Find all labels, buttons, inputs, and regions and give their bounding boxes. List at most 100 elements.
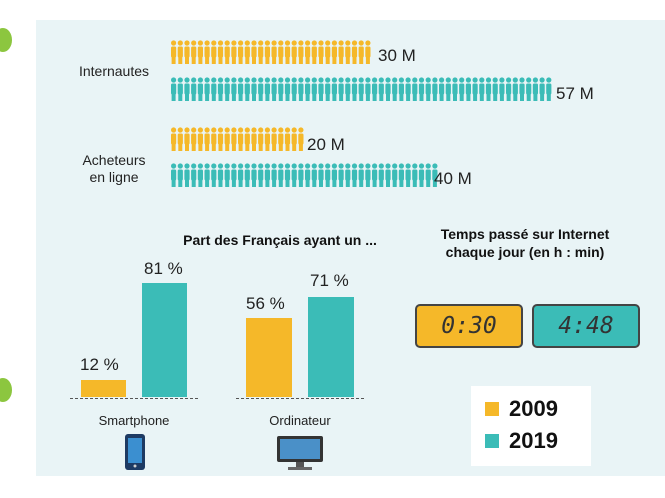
person-icon-2019 (479, 77, 485, 101)
label-line: Acheteurs (82, 152, 146, 168)
person-icon-2009 (258, 127, 264, 151)
person-icon-2009 (197, 127, 203, 151)
person-icon-2019 (398, 163, 404, 187)
person-icon-2009 (204, 127, 210, 151)
time-value-2019: 4:48 (558, 313, 614, 339)
person-icon-2019 (405, 163, 411, 187)
person-icon-2019 (385, 77, 391, 101)
person-icon-2019 (264, 77, 270, 101)
person-icon-2009 (345, 40, 351, 64)
value-internautes-2019: 57 M (556, 84, 594, 103)
bar-ordinateur-2019 (308, 297, 354, 397)
person-icon-2019 (284, 77, 291, 101)
person-icon-2019 (224, 163, 230, 187)
pct-ordinateur-2009: 56 % (246, 294, 285, 313)
person-icon-2009 (197, 40, 203, 64)
person-icon-2009 (264, 40, 270, 64)
person-icon-2009 (238, 127, 244, 151)
legend-label-2019: 2019 (509, 428, 558, 453)
person-icon-2019 (546, 77, 552, 101)
person-icon-2009 (231, 40, 237, 64)
person-icon-2019 (325, 163, 331, 187)
person-icon-2009 (238, 40, 244, 64)
legend: 2009 2019 (471, 386, 591, 466)
person-icon-2019 (452, 77, 458, 101)
person-icon-2009 (177, 127, 183, 151)
person-icon-2009 (231, 127, 237, 151)
person-icon-2019 (211, 163, 217, 187)
person-icon-2019 (385, 163, 391, 187)
person-icon-2019 (425, 163, 431, 187)
person-icon-2009 (204, 40, 210, 64)
person-icon-2009 (211, 40, 217, 64)
person-icon-2019 (392, 163, 398, 187)
person-icon-2009 (311, 40, 317, 64)
person-icon-2009 (251, 40, 257, 64)
person-icon-2009 (224, 127, 230, 151)
lcd-display-2009: 0:30 (415, 304, 523, 348)
green-bullet-top (0, 28, 12, 52)
person-icon-2019 (512, 77, 518, 101)
time-title: Temps passé sur Internet chaque jour (en… (410, 225, 640, 261)
person-icon-2019 (238, 163, 244, 187)
person-icon-2009 (284, 127, 291, 151)
person-icon-2019 (432, 77, 438, 101)
person-icon-2019 (378, 77, 384, 101)
person-icon-2019 (311, 163, 317, 187)
person-icon-2009 (305, 40, 311, 64)
value-internautes-2009: 30 M (378, 46, 416, 65)
person-icon-2019 (351, 77, 358, 101)
group-label-smartphone: Smartphone (98, 413, 170, 428)
person-icon-2009 (244, 40, 250, 64)
person-icon-2019 (271, 163, 277, 187)
person-icon-2019 (439, 77, 445, 101)
person-icon-2019 (238, 77, 244, 101)
green-bullet-bottom (0, 378, 12, 402)
person-icon-2019 (258, 77, 264, 101)
time-title-line: chaque jour (en h : min) (445, 244, 605, 260)
person-icon-2019 (231, 77, 237, 101)
person-icon-2019 (418, 163, 425, 187)
value-acheteurs-2009: 20 M (307, 135, 345, 154)
value-acheteurs-2019: 40 M (434, 169, 472, 188)
bar-chart-title: Part des Français ayant un ... (183, 232, 377, 248)
person-icon-2009 (298, 127, 304, 151)
person-icon-2019 (284, 163, 291, 187)
person-icon-2009 (217, 40, 224, 64)
person-icon-2019 (472, 77, 478, 101)
legend-swatch-2009 (485, 402, 499, 416)
person-icon-2019 (405, 77, 411, 101)
person-icon-2019 (358, 77, 364, 101)
pct-ordinateur-2019: 71 % (310, 271, 349, 290)
person-icon-2019 (345, 163, 351, 187)
person-icon-2009 (365, 40, 371, 64)
person-icon-2019 (331, 163, 337, 187)
person-icon-2009 (331, 40, 337, 64)
person-icon-2019 (372, 77, 378, 101)
baseline-smartphone (70, 398, 198, 399)
person-icon-2009 (318, 40, 324, 64)
person-icon-2019 (211, 77, 217, 101)
person-icon-2019 (204, 163, 210, 187)
person-icon-2009 (184, 40, 190, 64)
person-icon-2019 (345, 77, 351, 101)
person-icon-2009 (338, 40, 344, 64)
legend-item-2009: 2009 (485, 396, 558, 422)
person-icon-2019 (271, 77, 277, 101)
person-icon-2009 (258, 40, 264, 64)
person-icon-2019 (291, 77, 297, 101)
person-icon-2019 (445, 77, 451, 101)
person-icon-2009 (298, 40, 304, 64)
person-icon-2009 (284, 40, 291, 64)
person-icon-2019 (338, 77, 344, 101)
person-icon-2019 (311, 77, 317, 101)
label-line: Internautes (78, 63, 150, 79)
person-icon-2019 (191, 77, 197, 101)
person-icon-2019 (412, 163, 418, 187)
person-icon-2019 (278, 163, 284, 187)
legend-swatch-2019 (485, 434, 499, 448)
person-icon-2019 (298, 77, 304, 101)
smartphone-icon (125, 434, 145, 470)
person-icon-2019 (378, 163, 384, 187)
person-icon-2009 (177, 40, 183, 64)
